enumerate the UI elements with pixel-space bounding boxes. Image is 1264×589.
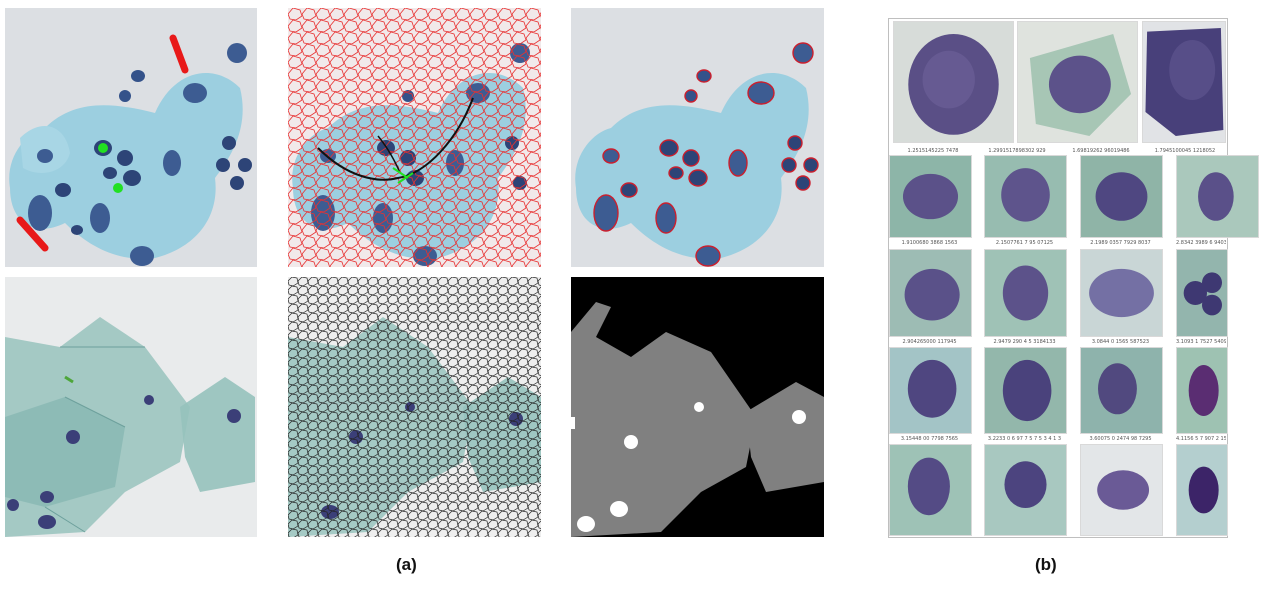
nucleus-score: 3.15448 00 7798 7565	[900, 436, 959, 442]
nucleus-tile	[1080, 444, 1163, 536]
nucleus-score: 1.2515145225 7478	[907, 148, 959, 154]
caption-b: (b)	[1035, 555, 1057, 574]
nucleus-tile	[1080, 249, 1163, 337]
nucleus-score: 3.1093 1 7527 5409 064	[1176, 339, 1226, 345]
nucleus-tile	[889, 347, 972, 434]
nucleus-tile	[1080, 347, 1163, 434]
caption-a: (a)	[396, 555, 417, 574]
nucleus-tile	[893, 21, 1014, 143]
nucleus-tile	[1017, 21, 1138, 143]
segmentation-mask-image	[571, 277, 824, 537]
nucleus-score: 2.8342 3989 6 9403904	[1176, 240, 1226, 246]
nucleus-score: 1.7945100045 1218052	[1154, 148, 1216, 154]
nucleus-tile	[984, 155, 1067, 238]
squamous-cells-image	[5, 277, 257, 537]
nucleus-score: 3.2233 0 6 97 7 5 7 5 3 4 1 3	[987, 436, 1062, 442]
nucleus-tile	[1176, 155, 1259, 238]
nucleus-tile	[1142, 21, 1226, 143]
nucleus-score: 2.1507761 7 95 07125	[995, 240, 1054, 246]
nucleus-tile	[889, 155, 972, 238]
nucleus-score: 2.1989 0357 7929 8037	[1090, 240, 1151, 246]
superpixel-graph-image	[288, 8, 541, 267]
superpixel-overlay-image	[288, 277, 541, 537]
nucleus-tile	[984, 347, 1067, 434]
nucleus-tile	[889, 444, 972, 536]
nucleus-score: 1.69819262 96019486	[1072, 148, 1130, 154]
nucleus-score: 2.9479 290 4 5 3184133	[993, 339, 1056, 345]
nucleus-score: 1.2991517898302 929	[988, 148, 1046, 154]
scribble-annotation-image	[5, 8, 257, 267]
nucleus-tile	[984, 444, 1067, 536]
nucleus-score: 2.904265000 117945	[902, 339, 957, 345]
nucleus-tile	[889, 249, 972, 337]
nucleus-tile	[984, 249, 1067, 337]
nuclei-contour-image	[571, 8, 824, 267]
nucleus-tile	[1176, 444, 1228, 536]
nucleus-tile	[1080, 155, 1163, 238]
nucleus-tile	[1176, 249, 1228, 337]
nucleus-score: 3.0844 0 1565 587523	[1091, 339, 1150, 345]
nucleus-tile	[1176, 347, 1228, 434]
nucleus-score: 4.1156 5 7 907 2 15 0 2 6 0	[1176, 436, 1226, 442]
nucleus-score: 1.9100680 3868 1563	[901, 240, 958, 246]
nucleus-score: 3.60075 0 2474 98 7295	[1089, 436, 1152, 442]
